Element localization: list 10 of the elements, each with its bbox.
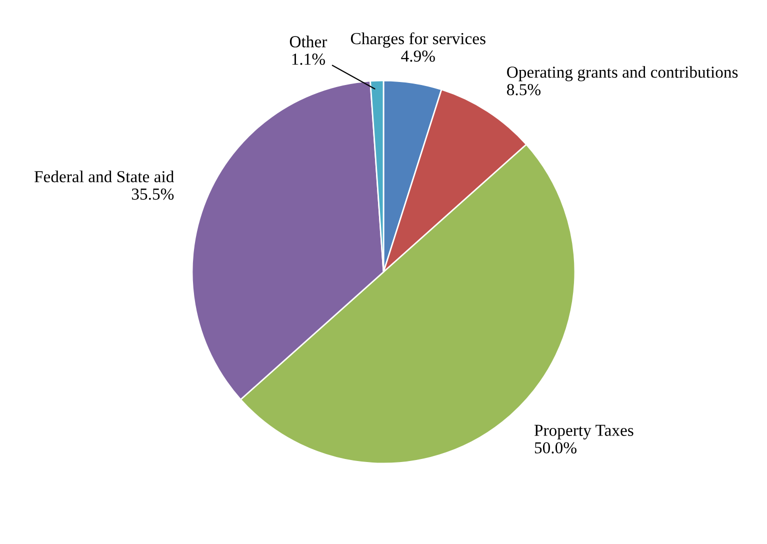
data-label: 35.5% [132,188,174,200]
slice-label: Other [290,36,328,48]
data-label: 4.9% [401,50,435,62]
slice-label: Federal and State aid [34,170,174,182]
data-label: 8.5% [507,84,541,96]
slice-label: Property Taxes [534,424,634,440]
data-label: 50.0% [534,442,576,454]
slice-label: Charges for services [350,32,486,48]
data-label: 1.1% [292,54,325,65]
slice-label: Operating grants and contributions [507,66,738,82]
